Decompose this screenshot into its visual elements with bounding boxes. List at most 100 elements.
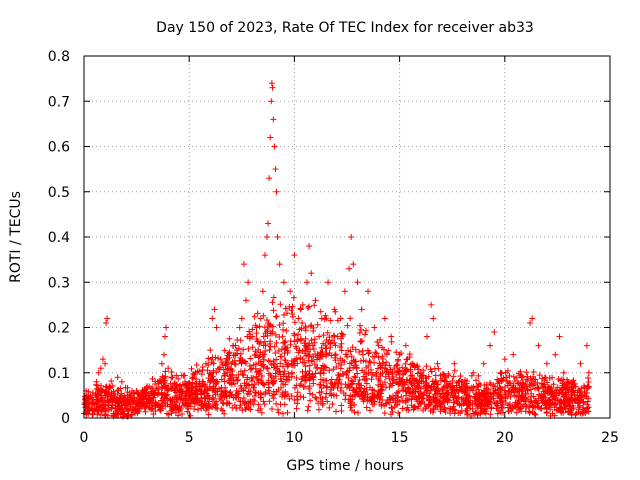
data-point <box>175 412 182 419</box>
data-point <box>427 366 434 373</box>
data-point <box>458 408 465 415</box>
data-point <box>306 362 313 369</box>
data-point <box>133 387 140 394</box>
data-point <box>315 406 322 413</box>
data-point <box>263 364 270 371</box>
data-point <box>304 279 311 286</box>
data-point <box>500 401 507 408</box>
data-point <box>354 279 361 286</box>
data-point <box>370 387 377 394</box>
data-points <box>81 80 592 420</box>
data-point <box>145 392 152 399</box>
data-point <box>112 402 119 409</box>
data-point <box>556 333 563 340</box>
data-point <box>312 297 319 304</box>
data-point <box>570 377 577 384</box>
data-point <box>371 353 378 360</box>
data-point <box>299 348 306 355</box>
data-point <box>375 365 382 372</box>
data-point <box>168 368 175 375</box>
data-point <box>168 407 175 414</box>
data-point <box>291 332 298 339</box>
data-point <box>375 376 382 383</box>
data-point <box>158 397 165 404</box>
data-point <box>337 315 344 322</box>
data-point <box>255 390 262 397</box>
data-point <box>557 377 564 384</box>
data-point <box>510 351 517 358</box>
data-point <box>575 408 582 415</box>
data-point <box>529 404 536 411</box>
data-point <box>322 394 329 401</box>
data-point <box>168 386 175 393</box>
data-point <box>569 388 576 395</box>
data-point <box>482 394 489 401</box>
data-point <box>293 405 300 412</box>
data-point <box>449 394 456 401</box>
data-point <box>213 378 220 385</box>
data-point <box>399 405 406 412</box>
data-point <box>314 356 321 363</box>
data-point <box>414 363 421 370</box>
data-point <box>212 402 219 409</box>
data-point <box>523 376 530 383</box>
data-point <box>287 338 294 345</box>
data-point <box>414 370 421 377</box>
data-point <box>305 303 312 310</box>
data-point <box>270 116 277 123</box>
data-point <box>264 365 271 372</box>
data-point <box>237 337 244 344</box>
data-point <box>497 369 504 376</box>
data-point <box>258 409 265 416</box>
data-point <box>509 384 516 391</box>
data-point <box>270 323 277 330</box>
data-point <box>262 347 269 354</box>
data-point <box>411 405 418 412</box>
data-point <box>455 394 462 401</box>
data-point <box>96 403 103 410</box>
data-point <box>232 394 239 401</box>
data-point <box>277 301 284 308</box>
data-point <box>273 313 280 320</box>
data-point <box>122 402 129 409</box>
data-point <box>474 383 481 390</box>
data-point <box>430 315 437 322</box>
data-point <box>541 374 548 381</box>
data-point <box>239 371 246 378</box>
data-point <box>505 393 512 400</box>
data-point <box>179 400 186 407</box>
data-point <box>380 346 387 353</box>
data-point <box>317 394 324 401</box>
data-point <box>452 390 459 397</box>
data-point <box>271 361 278 368</box>
data-point <box>325 279 332 286</box>
y-tick-label: 0.3 <box>48 275 70 291</box>
data-point <box>313 395 320 402</box>
data-point <box>522 390 529 397</box>
data-point <box>329 381 336 388</box>
data-point <box>286 303 293 310</box>
data-point <box>240 395 247 402</box>
data-point <box>399 387 406 394</box>
data-point <box>299 355 306 362</box>
data-point <box>266 384 273 391</box>
data-point <box>518 374 525 381</box>
data-point <box>173 396 180 403</box>
data-point <box>375 354 382 361</box>
data-point <box>362 377 369 384</box>
data-point <box>357 338 364 345</box>
data-point <box>513 409 520 416</box>
data-point <box>367 407 374 414</box>
data-point <box>303 344 310 351</box>
data-point <box>471 410 478 417</box>
data-point <box>363 371 370 378</box>
data-point <box>369 372 376 379</box>
data-point <box>102 360 109 367</box>
data-point <box>577 360 584 367</box>
data-point <box>154 391 161 398</box>
data-point <box>226 373 233 380</box>
data-point <box>319 400 326 407</box>
data-point <box>114 390 121 397</box>
data-point <box>240 346 247 353</box>
data-point <box>228 360 235 367</box>
